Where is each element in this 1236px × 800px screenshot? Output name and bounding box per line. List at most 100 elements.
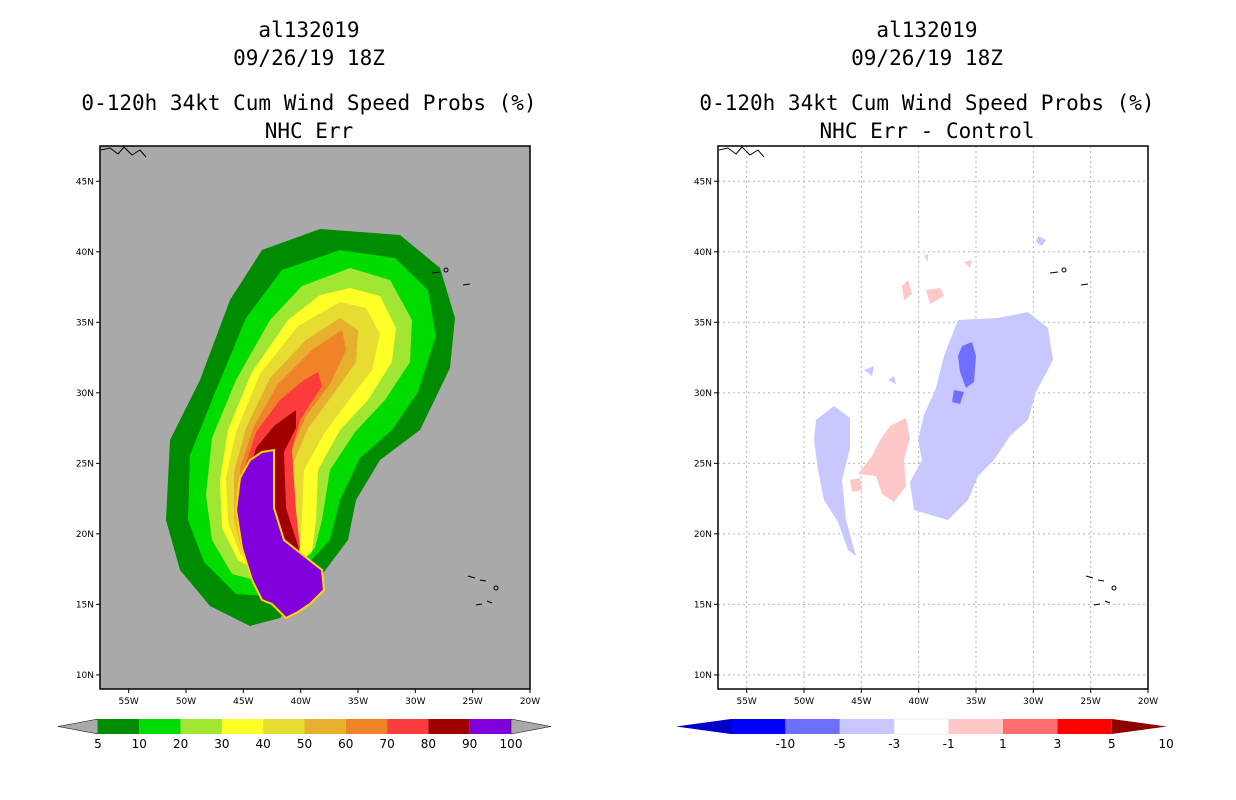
x-tick-label: 20W	[1138, 697, 1158, 707]
probability-swath	[166, 229, 455, 626]
colorbar-swatch	[263, 719, 305, 734]
y-tick-label: 30N	[694, 389, 712, 399]
map-frame	[99, 145, 531, 690]
colorbar-label: 10	[132, 737, 147, 751]
x-tick-label: 30W	[405, 697, 425, 707]
y-tick-label: 40N	[694, 248, 712, 258]
colorbar-swatch	[221, 719, 264, 734]
y-tick-label: 20N	[76, 530, 94, 540]
colorbar-label: 30	[214, 737, 229, 751]
y-tick-label: 25N	[76, 459, 94, 469]
strong-negative-region	[952, 342, 976, 404]
coastline-north	[100, 146, 147, 158]
colorbar-label: 90	[462, 737, 477, 751]
right-colorbar: -10 -5 -3 -1 1 3 5 10	[676, 718, 1174, 751]
y-tick-label: 40N	[76, 248, 94, 258]
left-date: 09/26/19 18Z	[233, 46, 385, 70]
x-tick-label: 30W	[1023, 697, 1043, 707]
colorbar-swatch	[428, 719, 470, 734]
colorbar-under-triangle	[57, 718, 99, 735]
x-tick-label: 55W	[736, 697, 756, 707]
colorbar-label: 40	[256, 737, 271, 751]
map-frame	[717, 145, 1149, 690]
colorbar-label: 50	[297, 737, 312, 751]
colorbar-swatch	[893, 718, 949, 735]
x-tick-label: 45W	[233, 697, 253, 707]
colorbar-label: -5	[834, 737, 846, 751]
positive-difference-region	[850, 254, 972, 502]
negative-difference-region	[814, 236, 1053, 556]
colorbar-swatch	[839, 719, 895, 734]
colorbar-label: -1	[943, 737, 955, 751]
right-date: 09/26/19 18Z	[851, 46, 1003, 70]
colorbar-label: 60	[338, 737, 353, 751]
colorbar-label: 80	[421, 737, 436, 751]
left-panel: al132019 09/26/19 18Z 0-120h 34kt Cum Wi…	[57, 18, 552, 751]
colorbar-label: 20	[173, 737, 188, 751]
colorbar-swatch	[345, 719, 388, 734]
colorbar-label: -3	[888, 737, 900, 751]
colorbar-swatch	[139, 719, 181, 734]
colorbar-swatch	[180, 719, 222, 734]
contour-90	[234, 448, 326, 620]
colorbar-swatch	[731, 719, 786, 734]
y-tick-label: 15N	[76, 600, 94, 610]
azores-islands	[1049, 267, 1089, 286]
cape-verde-islands	[467, 575, 499, 606]
y-tick-label: 25N	[694, 459, 712, 469]
left-storm-id: al132019	[258, 18, 360, 42]
colorbar-label: 100	[500, 737, 523, 751]
y-tick-label: 15N	[694, 600, 712, 610]
colorbar-label: 5	[94, 737, 102, 751]
x-tick-label: 25W	[1080, 697, 1100, 707]
y-tick-label: 35N	[694, 318, 712, 328]
left-colorbar: 5 10 20 30 40 50 60 70 80 90 100	[57, 718, 552, 751]
x-tick-label: 45W	[851, 697, 871, 707]
colorbar-swatch	[1003, 719, 1058, 734]
right-storm-id: al132019	[876, 18, 978, 42]
left-map: 55W 50W 45W 40W 35W 30W 25W 20W 45N 40N 35N 30N 25N 2…	[57, 145, 552, 751]
right-title: 0-120h 34kt Cum Wind Speed Probs (%)	[699, 91, 1155, 115]
colorbar-under-triangle	[676, 719, 731, 734]
x-tick-label: 20W	[520, 697, 540, 707]
right-axes: 55W 50W 45W 40W 35W 30W 25W 20W 45N 40N 35N 30N 25N 2…	[694, 177, 1158, 707]
x-tick-label: 35W	[348, 697, 368, 707]
colorbar-label: 5	[1108, 737, 1116, 751]
x-tick-label: 55W	[118, 697, 138, 707]
azores-islands	[431, 267, 471, 286]
colorbar-label: 3	[1054, 737, 1062, 751]
x-tick-label: 50W	[176, 697, 196, 707]
right-subtitle: NHC Err - Control	[819, 119, 1035, 143]
colorbar-swatch	[1057, 719, 1112, 734]
colorbar-label: 70	[379, 737, 394, 751]
y-tick-label: 20N	[694, 530, 712, 540]
colorbar-over-triangle	[1111, 719, 1167, 734]
colorbar-swatch	[785, 719, 840, 734]
y-tick-label: 35N	[76, 318, 94, 328]
y-tick-label: 10N	[694, 671, 712, 681]
cape-verde-islands	[1085, 575, 1117, 606]
x-tick-label: 35W	[966, 697, 986, 707]
right-map: 55W 50W 45W 40W 35W 30W 25W 20W 45N 40N 35N 30N 25N 2…	[676, 145, 1174, 751]
left-subtitle: NHC Err	[264, 119, 354, 143]
y-tick-label: 30N	[76, 389, 94, 399]
colorbar-label: 1	[999, 737, 1007, 751]
x-tick-label: 50W	[794, 697, 814, 707]
x-tick-label: 25W	[462, 697, 482, 707]
colorbar-swatch	[387, 719, 429, 734]
colorbar-swatch	[469, 719, 511, 734]
colorbar-swatch	[98, 719, 140, 734]
y-tick-label: 10N	[76, 671, 94, 681]
left-axes: 55W 50W 45W 40W 35W 30W 25W 20W 45N 40N 35N 30N 25N 2…	[76, 177, 540, 707]
colorbar-over-triangle	[510, 718, 552, 735]
x-tick-label: 40W	[908, 697, 928, 707]
colorbar-label: 10	[1159, 737, 1174, 751]
left-title: 0-120h 34kt Cum Wind Speed Probs (%)	[81, 91, 537, 115]
y-tick-label: 45N	[76, 177, 94, 187]
y-tick-label: 45N	[694, 177, 712, 187]
colorbar-swatch	[304, 719, 346, 734]
colorbar-swatch	[948, 719, 1003, 734]
right-panel: al132019 09/26/19 18Z 0-120h 34kt Cum Wi…	[618, 0, 1236, 800]
colorbar-label: -10	[776, 737, 796, 751]
x-tick-label: 40W	[290, 697, 310, 707]
